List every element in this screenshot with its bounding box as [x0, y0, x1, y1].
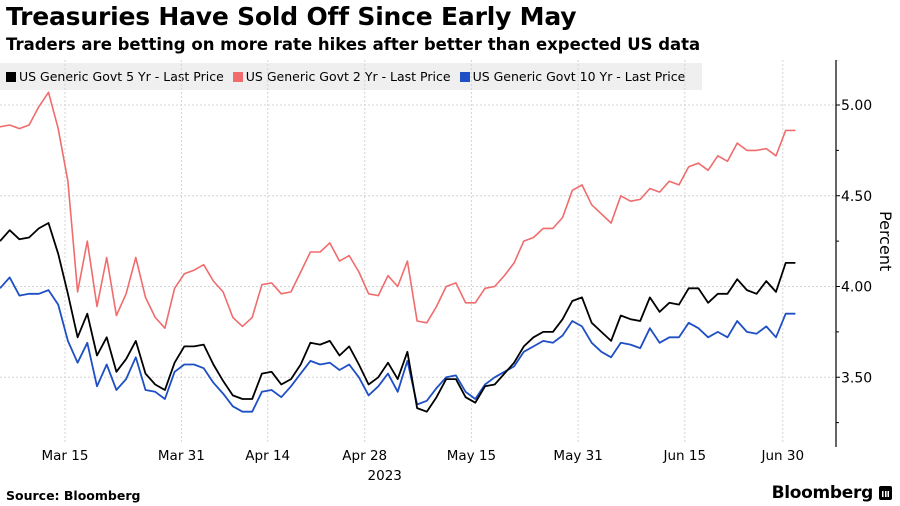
legend-label-5yr: US Generic Govt 5 Yr - Last Price: [19, 69, 224, 84]
legend-item-10yr: US Generic Govt 10 Yr - Last Price: [459, 69, 686, 84]
x-tick-label: Apr 28: [342, 448, 387, 464]
x-tick-label: Apr 14: [245, 448, 290, 464]
x-tick-label: Jun 30: [761, 448, 805, 464]
legend-item-5yr: US Generic Govt 5 Yr - Last Price: [6, 69, 224, 84]
brand-text: Bloomberg: [771, 483, 874, 503]
legend-item-2yr: US Generic Govt 2 Yr - Last Price: [232, 69, 451, 84]
chart-title: Treasuries Have Sold Off Since Early May: [6, 2, 577, 31]
y-axis: 3.50 4.00 4.50 5.00 Percent: [835, 60, 895, 447]
source-note: Source: Bloomberg: [6, 488, 141, 503]
x-tick-label: Jun 15: [663, 448, 707, 464]
series-line-2yr: [0, 91, 796, 329]
series-line-5yr: [0, 222, 796, 413]
chart-icon: [879, 486, 892, 500]
bloomberg-logo: Bloomberg: [772, 483, 892, 503]
chart-subtitle: Traders are betting on more rate hikes a…: [6, 35, 701, 54]
legend: US Generic Govt 5 Yr - Last Price US Gen…: [0, 63, 702, 90]
legend-swatch-2yr: [232, 71, 243, 82]
y-tick-label: 4.50: [841, 189, 872, 205]
legend-swatch-5yr: [6, 71, 16, 82]
x-tick-label: Mar 31: [158, 448, 205, 464]
x-tick-label: May 15: [447, 448, 496, 464]
x-year-label: 2023: [368, 468, 402, 480]
legend-label-10yr: US Generic Govt 10 Yr - Last Price: [472, 69, 686, 84]
y-tick-label: 5.00: [841, 98, 872, 114]
legend-swatch-10yr: [459, 71, 470, 82]
series-lines: [0, 91, 796, 413]
y-tick-label: 3.50: [841, 370, 872, 386]
series-line-10yr: [0, 276, 796, 413]
y-tick-label: 4.00: [841, 280, 872, 296]
x-axis: Mar 15 Mar 31 Apr 14 Apr 28 May 15 May 31 Jun …: [42, 448, 805, 480]
x-tick-label: Mar 15: [42, 448, 89, 464]
legend-label-2yr: US Generic Govt 2 Yr - Last Price: [245, 69, 451, 84]
line-chart: 3.50 4.00 4.50 5.00 Percent Mar 15 Mar 31 Apr …: [0, 60, 895, 480]
x-tick-label: May 31: [553, 448, 602, 464]
y-axis-title: Percent: [876, 211, 895, 271]
grid: [0, 60, 836, 442]
